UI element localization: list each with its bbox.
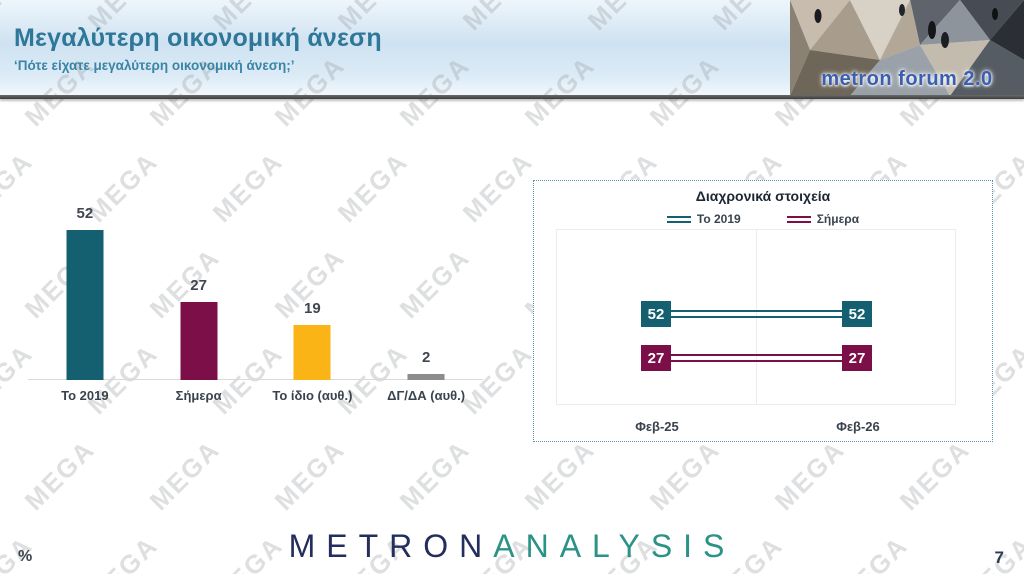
legend-swatch-2019	[666, 215, 691, 223]
bar-group-2019: 52 Το 2019	[28, 195, 142, 403]
metron-forum-logo: metron forum 2.0	[790, 0, 1024, 96]
brand-metron: METRON	[288, 528, 494, 564]
logo-mosaic-image	[790, 0, 1024, 96]
series-line-2019	[671, 310, 842, 318]
bar-value-label: 27	[190, 277, 207, 295]
metron-analysis-logo: METRONANALYSIS	[0, 528, 1024, 565]
bar-category-label: ΔΓ/ΔΑ (αυθ.)	[387, 388, 466, 403]
page-title: Μεγαλύτερη οικονομική άνεση	[14, 24, 382, 52]
bar-group-dk-na: 2 ΔΓ/ΔΑ (αυθ.)	[369, 195, 483, 403]
legend-item-today: Σήμερα	[786, 212, 860, 226]
data-label-box: 27	[641, 345, 671, 371]
bar-chart: 52 Το 2019 27 Σήμερα 19 Το ίδιο (αυθ.) 2…	[28, 195, 483, 403]
bar-value-label: 19	[304, 300, 321, 318]
header-divider	[0, 95, 1024, 99]
bar-chart-baseline	[28, 379, 483, 380]
bar-today	[180, 302, 218, 380]
x-axis-label: Φεβ-25	[635, 419, 679, 434]
unit-label: %	[18, 548, 33, 565]
bar-group-same: 19 Το ίδιο (αυθ.)	[256, 195, 370, 403]
legend-swatch-today	[786, 215, 811, 223]
trend-chart-panel: Διαχρονικά στοιχεία Το 2019 Σήμερα 52 52…	[533, 180, 993, 442]
data-label-box: 52	[842, 301, 872, 327]
x-axis-label: Φεβ-26	[836, 419, 880, 434]
trend-chart-title: Διαχρονικά στοιχεία	[695, 188, 831, 204]
bar-value-label: 52	[76, 205, 94, 223]
data-label-box: 27	[842, 345, 872, 371]
bar-2019	[66, 230, 104, 380]
page-subtitle: ‘Πότε είχατε μεγαλύτερη οικονομική άνεση…	[14, 58, 295, 73]
bar-same	[293, 325, 331, 380]
series-line-today	[671, 354, 842, 362]
series-today: 27 27	[641, 345, 872, 371]
header: Μεγαλύτερη οικονομική άνεση ‘Πότε είχατε…	[14, 24, 382, 73]
data-label-box: 52	[641, 301, 671, 327]
bar-group-today: 27 Σήμερα	[142, 195, 256, 403]
watermark-text: MEGA	[768, 434, 851, 517]
legend-item-2019: Το 2019	[666, 212, 741, 226]
watermark-text: MEGA	[518, 434, 601, 517]
series-2019: 52 52	[641, 301, 872, 327]
bar-category-label: Το 2019	[61, 388, 109, 403]
legend-label: Σήμερα	[816, 212, 860, 226]
brand-analysis: ANALYSIS	[493, 528, 736, 564]
bar-value-label: 2	[421, 349, 431, 367]
watermark-text: MEGA	[893, 434, 976, 517]
watermark-text: MEGA	[143, 434, 226, 517]
watermark-text: MEGA	[1018, 434, 1024, 517]
bar-category-label: Το ίδιο (αυθ.)	[272, 388, 353, 403]
watermark-text: MEGA	[268, 434, 351, 517]
watermark-text: MEGA	[393, 434, 476, 517]
watermark-text: MEGA	[643, 434, 726, 517]
logo-text: metron forum 2.0	[821, 68, 993, 90]
page-number: 7	[994, 548, 1004, 567]
legend-label: Το 2019	[696, 212, 741, 226]
trend-legend: Το 2019 Σήμερα	[534, 212, 992, 226]
bar-dk-na	[407, 374, 445, 380]
watermark-text: MEGA	[1018, 242, 1024, 325]
watermark-text: MEGA	[18, 434, 101, 517]
bar-category-label: Σήμερα	[175, 388, 222, 403]
